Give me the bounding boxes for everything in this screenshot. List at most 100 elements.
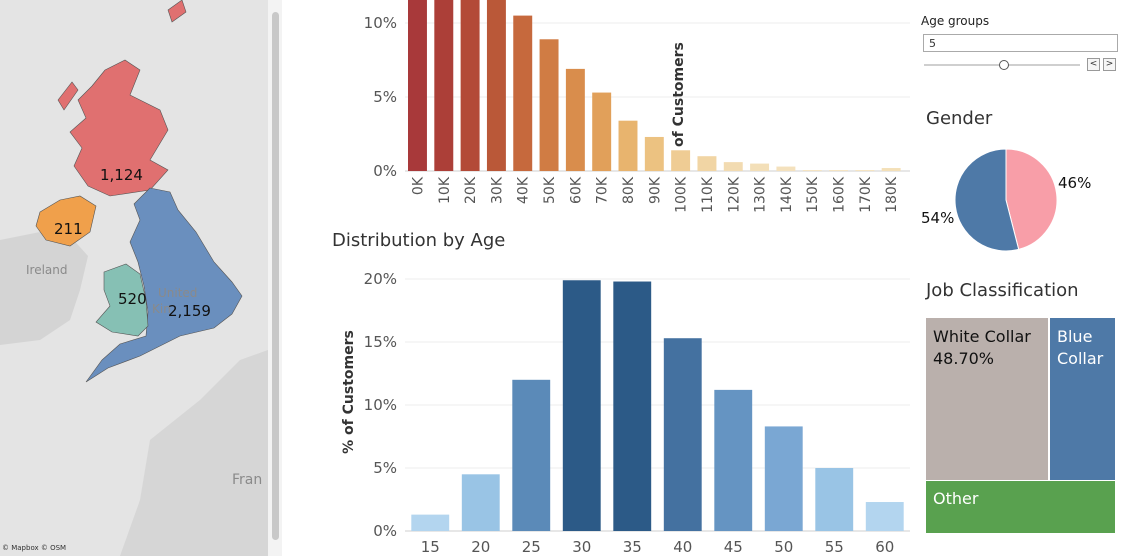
income-bar [618,120,638,171]
income-bar [592,92,612,171]
label-france: Fran [232,472,263,488]
age-y-tick: 0% [373,522,397,540]
treemap-blue-collar[interactable]: Blue Collar [1050,318,1115,480]
income-x-tick: 20K [463,176,479,204]
age-x-tick: 25 [522,538,541,556]
france-landmass [120,350,268,556]
age-bar [461,474,500,531]
region-england[interactable] [85,187,243,383]
income-bar-chart[interactable]: % of Customers 0% 5% 10% 0K 10K 20K 30K 40K 50K 6… [330,0,915,232]
income-x-tick: 180K [884,176,900,213]
income-bar [697,156,717,171]
income-x-tick: 150K [805,176,821,213]
uk-map[interactable]: 1,124 211 520 2,159 Ireland United Kin F… [0,0,268,556]
income-x-tick: 50K [542,176,558,204]
age-x-tick: 45 [724,538,743,556]
pie-label-male: 54% [921,209,954,227]
income-bar [802,170,822,171]
income-x-tick: 130K [753,176,769,213]
income-x-tick: 10K [437,176,453,204]
pie-label-female: 46% [1058,174,1091,192]
age-y-tick: 20% [364,270,397,288]
age-bar [815,468,854,531]
age-groups-label: Age groups [921,14,990,28]
age-y-axis-label: % of Customers [341,330,357,454]
income-x-tick: 70K [595,176,611,204]
map-canvas[interactable] [0,0,268,556]
region-wales[interactable] [95,263,149,337]
income-x-tick: 170K [858,176,874,213]
age-bar-chart[interactable]: % of Customers 0% 5% 10% 15% 20% 15 20 25 30 35 40… [330,262,915,556]
income-bar [671,150,691,171]
age-bar [764,426,803,531]
income-bar [644,136,664,171]
income-bar [513,15,533,171]
label-ireland: Ireland [26,263,68,277]
ireland-landmass [0,232,88,345]
income-y-tick: 5% [373,88,397,106]
income-bar [408,0,427,171]
age-bar [663,338,702,531]
age-bar [613,281,652,531]
income-bar [881,168,901,171]
scrollbar-thumb[interactable] [272,12,279,540]
income-x-tick: 160K [832,176,848,213]
region-value-england: 2,159 [168,302,211,320]
treemap-white-collar-label: White Collar [933,327,1031,346]
region-value-wales: 520 [118,290,147,308]
age-y-tick: 5% [373,459,397,477]
income-x-tick: 110K [700,176,716,213]
pie-slice [1005,148,1058,251]
step-prev-button[interactable]: < [1087,58,1100,71]
income-y-tick: 10% [364,14,397,32]
age-y-tick: 10% [364,396,397,414]
treemap-blue-collar-label-1: Blue [1057,327,1093,346]
age-chart-title: Distribution by Age [332,230,506,251]
gender-title: Gender [926,108,993,129]
age-bar [512,379,551,531]
age-groups-input[interactable]: 5 [923,34,1118,52]
age-x-tick: 50 [774,538,793,556]
income-x-tick: 40K [516,176,532,204]
age-y-tick: 15% [364,333,397,351]
income-bar [434,0,454,171]
region-value-scotland: 1,124 [100,166,143,184]
age-x-tick: 30 [572,538,591,556]
treemap-other-label: Other [933,489,979,508]
income-x-tick: 80K [621,176,637,204]
region-northern-ireland[interactable] [35,195,97,247]
treemap-other[interactable]: Other [926,481,1115,533]
age-x-tick: 40 [673,538,692,556]
age-bar [865,502,904,531]
age-bar [411,514,450,531]
age-x-tick: 55 [825,538,844,556]
region-scotland[interactable] [69,59,169,197]
pie-slice [954,148,1020,252]
income-bar [539,39,559,171]
income-bar [565,68,585,171]
income-bar [750,163,770,171]
income-x-tick: 30K [489,176,505,204]
income-x-tick: 120K [726,176,742,213]
income-x-tick: 100K [674,176,690,213]
income-bar [855,170,875,171]
income-y-tick: 0% [373,162,397,180]
age-groups-slider-thumb[interactable] [999,60,1009,70]
treemap-blue-collar-label-2: Collar [1057,349,1104,368]
region-scotland-islands [57,0,187,111]
age-bar [714,389,753,531]
income-bar [723,162,743,171]
treemap-white-collar[interactable]: White Collar 48.70% [926,318,1048,480]
map-attribution[interactable]: © Mapbox © OSM [2,544,67,552]
age-x-tick: 20 [471,538,490,556]
region-value-northern-ireland: 211 [54,220,83,238]
age-x-tick: 60 [875,538,894,556]
step-next-button[interactable]: > [1103,58,1116,71]
label-united: United [158,286,198,300]
income-bar [829,170,848,171]
income-bar [460,0,480,171]
treemap-white-collar-value: 48.70% [933,349,995,368]
age-bar [562,280,601,531]
income-x-tick: 0K [410,176,426,195]
gender-pie-chart[interactable]: 46% 54% [920,140,1120,260]
